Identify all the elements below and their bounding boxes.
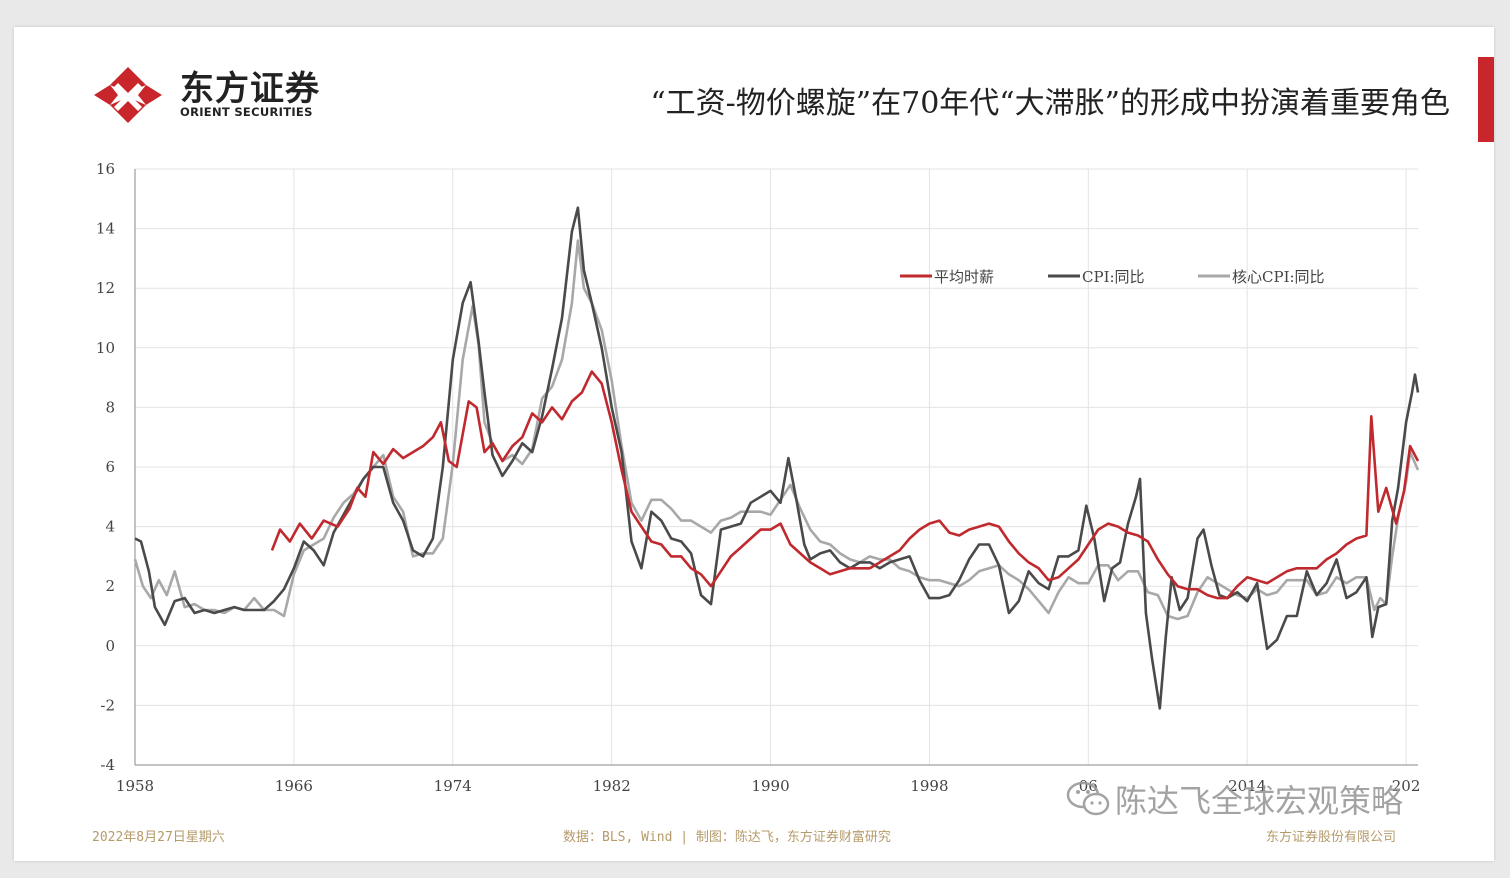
footer-source: 数据：BLS, Wind | 制图：陈达飞，东方证券财富研究 bbox=[563, 830, 891, 845]
y-tick-label: 10 bbox=[96, 339, 115, 357]
watermark-text: 陈达飞全球宏观策略 bbox=[1115, 782, 1404, 820]
y-tick-label: 12 bbox=[96, 279, 115, 297]
y-tick-label: 16 bbox=[96, 160, 115, 178]
brand-logo: 东方证券 ORIENT SECURITIES bbox=[88, 65, 378, 125]
x-tick-label: 202 bbox=[1392, 777, 1421, 795]
footer-date: 2022年8月27日星期六 bbox=[92, 830, 225, 845]
series-line-1 bbox=[134, 206, 1420, 710]
y-tick-label: -4 bbox=[100, 756, 115, 774]
x-tick-label: 1990 bbox=[751, 777, 789, 795]
series-line-2 bbox=[133, 239, 1420, 621]
logo-name-cn: 东方证券 bbox=[180, 69, 320, 109]
y-tick-label: 4 bbox=[105, 518, 115, 536]
legend-label: 平均时薪 bbox=[934, 268, 994, 286]
x-tick-label: 2014 bbox=[1228, 777, 1266, 795]
red-accent-tab bbox=[1478, 57, 1494, 142]
y-tick-label: 14 bbox=[96, 220, 115, 238]
x-tick-label: 1982 bbox=[593, 777, 631, 795]
x-tick-label: 1966 bbox=[275, 777, 313, 795]
y-tick-label: -2 bbox=[100, 696, 115, 714]
logo-mark-icon bbox=[94, 67, 162, 123]
series-line-0 bbox=[270, 370, 1420, 600]
slide-title: “工资-物价螺旋”在70年代“大滞胀”的形成中扮演着重要角色 bbox=[650, 86, 1450, 121]
y-tick-label: 2 bbox=[105, 577, 115, 595]
logo-name-en: ORIENT SECURITIES bbox=[180, 105, 313, 119]
x-tick-label: 06 bbox=[1079, 777, 1098, 795]
x-tick-label: 1958 bbox=[116, 777, 154, 795]
x-tick-label: 1998 bbox=[910, 777, 948, 795]
y-tick-label: 0 bbox=[105, 637, 115, 655]
legend-label: CPI:同比 bbox=[1082, 268, 1145, 286]
wechat-icon bbox=[1066, 781, 1110, 816]
footer-company: 东方证券股份有限公司 bbox=[1266, 830, 1397, 845]
y-tick-label: 6 bbox=[105, 458, 115, 476]
watermark: 陈达飞全球宏观策略 bbox=[1065, 776, 1403, 822]
y-tick-label: 8 bbox=[105, 398, 115, 416]
x-tick-label: 1974 bbox=[434, 777, 472, 795]
legend-label: 核心CPI:同比 bbox=[1232, 268, 1325, 286]
